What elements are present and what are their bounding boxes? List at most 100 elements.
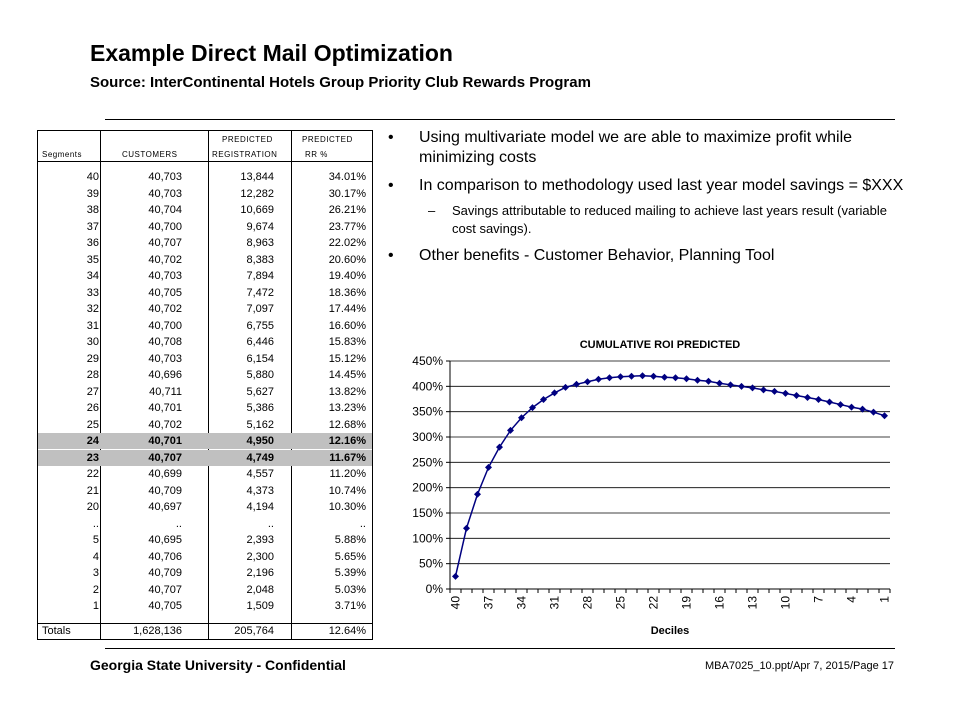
table-row: 34 40,703 7,894 19.40%	[38, 268, 372, 284]
x-tick-label: 22	[647, 596, 661, 610]
x-tick-label: 25	[614, 596, 628, 610]
customers-cell: 40,695	[148, 534, 182, 546]
registration-cell: 1,509	[246, 600, 274, 612]
y-tick-label: 400%	[412, 379, 443, 393]
table-header: PREDICTED PREDICTED Segments CUSTOMERS R…	[38, 131, 372, 162]
header-registration: REGISTRATION	[212, 150, 278, 159]
series-line	[454, 374, 885, 577]
customers-cell: 40,705	[148, 600, 182, 612]
registration-cell: 8,963	[246, 237, 274, 249]
registration-cell: 8,383	[246, 253, 274, 266]
rr-cell: 22.02%	[328, 237, 366, 249]
registration-cell: 4,749	[246, 451, 274, 464]
data-point	[485, 463, 492, 471]
segment-cell: 28	[86, 369, 99, 381]
data-point	[793, 391, 800, 399]
registration-cell: 7,894	[246, 270, 274, 282]
table-row: 25 40,702 5,162 12.68%	[38, 417, 372, 433]
customers-cell: 40,707	[148, 583, 182, 596]
registration-cell: 2,048	[246, 583, 274, 596]
y-tick-label: 450%	[412, 354, 443, 368]
rr-cell: 11.67%	[329, 451, 366, 464]
data-point	[705, 377, 712, 385]
data-point	[529, 404, 536, 412]
table-row: 4 40,706 2,300 5.65%	[38, 549, 372, 565]
segment-cell: 30	[86, 336, 99, 348]
data-point	[573, 380, 580, 388]
table-row: 24 40,701 4,950 12.16%	[38, 433, 372, 449]
segment-cell: 29	[86, 352, 99, 365]
y-tick-label: 350%	[412, 405, 443, 419]
segment-cell: ..	[92, 517, 99, 530]
bullet-dot-icon: •	[388, 247, 394, 264]
registration-cell: 7,097	[246, 303, 274, 315]
customers-cell: 40,703	[148, 270, 182, 282]
registration-cell: 2,300	[246, 550, 274, 563]
table-row: 21 40,709 4,373 10.74%	[38, 483, 372, 499]
rr-cell: 17.44%	[328, 303, 366, 315]
data-point	[518, 414, 525, 422]
data-point	[826, 398, 833, 406]
data-point	[683, 375, 690, 383]
segment-cell: 33	[86, 286, 99, 299]
table-row: 30 40,708 6,446 15.83%	[38, 334, 372, 350]
x-tick-label: 16	[713, 596, 727, 610]
x-tick-label: 31	[548, 596, 562, 610]
rr-cell: 5.88%	[334, 534, 366, 546]
column-divider	[208, 131, 209, 639]
data-point	[881, 412, 888, 420]
segment-cell: 1	[92, 600, 99, 612]
table-row: 33 40,705 7,472 18.36%	[38, 285, 372, 301]
table-row: 2 40,707 2,048 5.03%	[38, 582, 372, 598]
data-point	[617, 373, 624, 381]
customers-cell: 40,704	[148, 204, 182, 216]
rr-cell: 13.23%	[328, 402, 366, 414]
table-row: 28 40,696 5,880 14.45%	[38, 367, 372, 383]
customers-cell: 40,705	[148, 286, 182, 299]
customers-cell: 40,702	[148, 303, 182, 315]
customers-cell: 40,709	[148, 567, 182, 579]
data-point	[628, 372, 635, 380]
customers-cell: 40,700	[148, 220, 182, 233]
rr-cell: 19.40%	[328, 270, 366, 282]
table-totals-row: Totals 1,628,136 205,764 12.64%	[38, 623, 372, 639]
table-row: ........	[38, 516, 372, 532]
customers-cell: 40,707	[148, 451, 182, 464]
table-row: 38 40,704 10,669 26.21%	[38, 202, 372, 218]
slide-subtitle: Source: InterContinental Hotels Group Pr…	[90, 74, 591, 91]
bullet-dot-icon: •	[388, 129, 394, 146]
rr-cell: 12.68%	[328, 418, 366, 431]
customers-cell: 40,702	[148, 253, 182, 266]
registration-cell: 5,386	[246, 402, 274, 414]
data-point	[474, 490, 481, 498]
registration-cell: 4,373	[246, 484, 274, 497]
data-point	[760, 386, 767, 394]
data-point	[639, 372, 646, 380]
registration-cell: 4,194	[246, 501, 274, 513]
registration-cell: 10,669	[240, 204, 274, 216]
segment-table: PREDICTED PREDICTED Segments CUSTOMERS R…	[37, 130, 373, 640]
data-point	[507, 426, 514, 434]
totals-registration: 205,764	[234, 625, 274, 637]
data-point	[551, 389, 558, 397]
x-tick-label: 1	[878, 596, 892, 603]
totals-rr: 12.64%	[328, 625, 366, 637]
customers-cell: 40,703	[148, 187, 182, 200]
x-tick-label: 28	[581, 596, 595, 610]
rr-cell: 23.77%	[328, 220, 366, 233]
x-tick-label: 4	[845, 596, 859, 603]
data-point	[848, 403, 855, 411]
registration-cell: 6,154	[246, 352, 274, 365]
rr-cell: 34.01%	[328, 171, 366, 183]
rr-cell: 12.16%	[328, 435, 366, 447]
table-row: 36 40,707 8,963 22.02%	[38, 235, 372, 251]
table-row: 26 40,701 5,386 13.23%	[38, 400, 372, 416]
data-point	[771, 387, 778, 395]
y-tick-label: 250%	[412, 455, 443, 469]
table-row: 27 40,711 5,627 13.82%	[38, 384, 372, 400]
y-tick-label: 50%	[419, 557, 443, 571]
data-point	[672, 374, 679, 382]
roi-chart: CUMULATIVE ROI PREDICTED 0% 50% 100% 150% 200…	[400, 330, 900, 640]
segment-cell: 26	[86, 402, 99, 414]
segment-cell: 37	[86, 220, 99, 233]
